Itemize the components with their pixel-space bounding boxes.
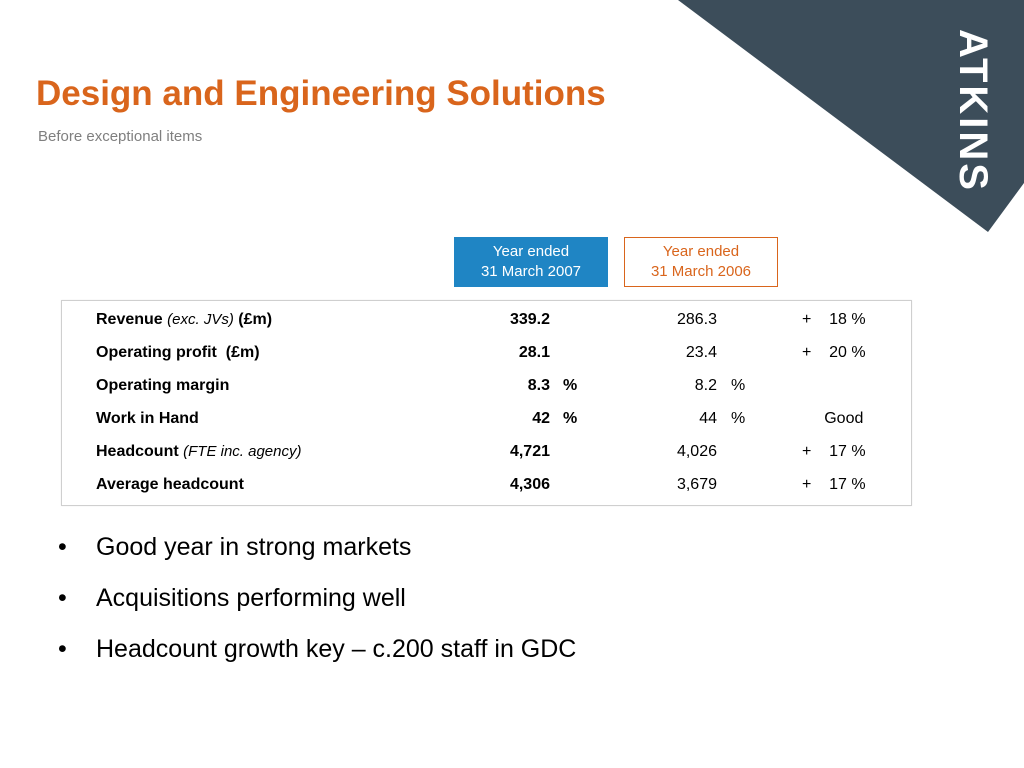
unit-2007: % <box>563 410 578 427</box>
row-label: Operating margin <box>96 369 229 402</box>
bullet-item: • Acquisitions performing well <box>58 581 576 632</box>
change-value: Good <box>802 410 864 427</box>
row-label-note: (FTE inc. agency) <box>183 443 302 460</box>
column-header-2006-line1: Year ended <box>662 243 740 260</box>
unit-2007: % <box>563 377 578 394</box>
row-label-text: Headcount <box>96 443 179 460</box>
row-label-text: Average headcount <box>96 476 244 493</box>
bullet-marker: • <box>58 533 67 561</box>
bullet-item: • Good year in strong markets <box>58 530 576 581</box>
column-header-2007-line2: 31 March 2007 <box>480 263 582 280</box>
unit-2006: % <box>731 377 746 394</box>
value-2006: 286.3 <box>676 311 717 328</box>
change-value: + 17 % <box>802 443 866 460</box>
value-2006: 4,026 <box>676 443 717 460</box>
value-2007: 42 <box>532 410 550 427</box>
page-subtitle: Before exceptional items <box>38 128 203 145</box>
bullet-item: • Headcount growth key – c.200 staff in G… <box>58 632 576 683</box>
row-label: Revenue (exc. JVs) (£m) <box>96 303 272 336</box>
bullet-marker: • <box>58 584 67 612</box>
bullet-text: Acquisitions performing well <box>96 584 406 612</box>
row-label-suffix: (£m) <box>238 311 273 328</box>
table-row: Average headcount 4,306 3,679 + 17 % <box>62 468 911 501</box>
table-row: Headcount (FTE inc. agency) 4,721 4,026 … <box>62 435 911 468</box>
atkins-logo: ATKINS <box>951 29 995 193</box>
value-2006: 23.4 <box>685 344 717 361</box>
unit-2006: % <box>731 410 746 427</box>
row-label: Headcount (FTE inc. agency) <box>96 435 302 468</box>
change-value: + 17 % <box>802 476 866 493</box>
value-2006: 44 <box>699 410 717 427</box>
results-table: Revenue (exc. JVs) (£m) 339.2 286.3 + 18… <box>61 300 912 506</box>
column-header-2007-line1: Year ended <box>492 243 570 260</box>
value-2007: 4,306 <box>509 476 550 493</box>
change-value: + 20 % <box>802 344 866 361</box>
column-header-2007: Year ended 31 March 2007 <box>454 237 608 287</box>
row-label: Operating profit (£m) <box>96 336 260 369</box>
column-header-2006: Year ended 31 March 2006 <box>624 237 778 287</box>
row-label-text: Operating margin <box>96 377 230 394</box>
column-header-2006-line2: 31 March 2006 <box>650 263 752 280</box>
value-2007: 8.3 <box>527 377 550 394</box>
bullet-list: • Good year in strong markets • Acquisitio… <box>58 530 576 683</box>
row-label-text: Operating profit (£m) <box>96 344 260 361</box>
row-label-text: Revenue <box>96 311 163 328</box>
bullet-text: Good year in strong markets <box>96 533 412 561</box>
row-label-note: (exc. JVs) <box>167 311 234 328</box>
row-label: Work in Hand <box>96 402 199 435</box>
change-value: + 18 % <box>802 311 866 328</box>
table-row: Operating profit (£m) 28.1 23.4 + 20 % <box>62 336 911 369</box>
bullet-marker: • <box>58 635 67 663</box>
value-2007: 4,721 <box>509 443 550 460</box>
value-2007: 339.2 <box>509 311 550 328</box>
value-2006: 3,679 <box>676 476 717 493</box>
row-label-text: Work in Hand <box>96 410 199 427</box>
value-2006: 8.2 <box>694 377 717 394</box>
page-title: Design and Engineering Solutions <box>36 74 606 113</box>
bullet-text: Headcount growth key – c.200 staff in GD… <box>96 635 577 663</box>
table-row: Revenue (exc. JVs) (£m) 339.2 286.3 + 18… <box>62 303 911 336</box>
row-label: Average headcount <box>96 468 244 501</box>
table-row: Work in Hand 42 % 44 % Good <box>62 402 911 435</box>
value-2007: 28.1 <box>518 344 550 361</box>
table-row: Operating margin 8.3 % 8.2 % <box>62 369 911 402</box>
